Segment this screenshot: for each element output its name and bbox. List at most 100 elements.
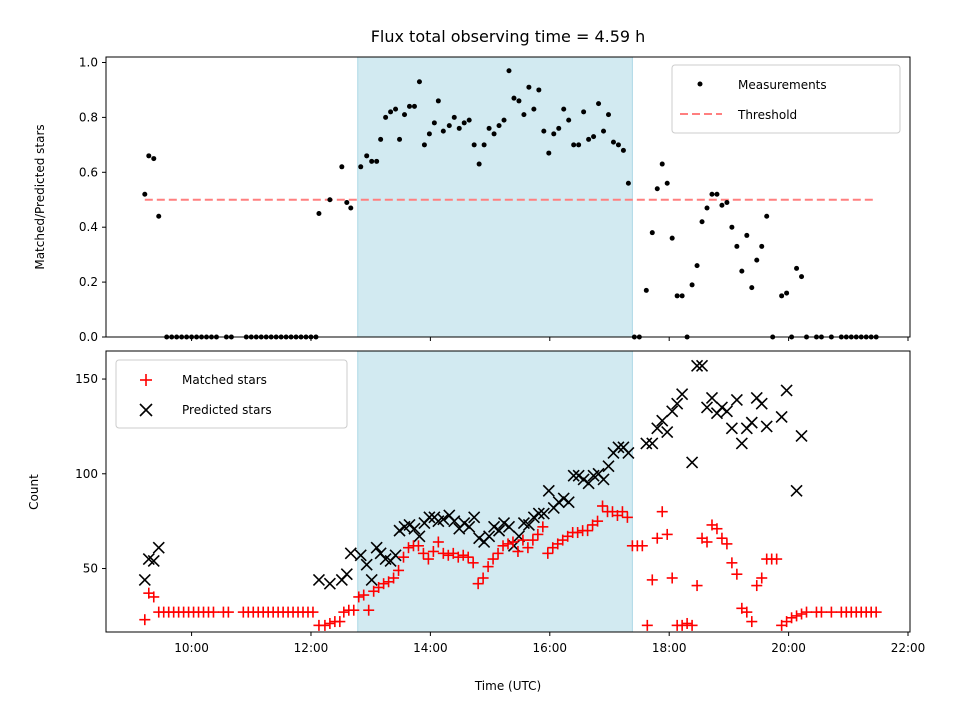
matched-star-point (527, 534, 539, 546)
predicted-star-point (755, 397, 768, 410)
measurement-point (799, 274, 805, 280)
measurement-point (501, 117, 507, 123)
predicted-star-point (408, 522, 421, 535)
measurement-point (486, 125, 492, 131)
y-tick-label: 0.8 (79, 110, 98, 124)
measurement-point (699, 219, 705, 225)
predicted-star-point (775, 410, 788, 424)
matched-star-point (791, 610, 803, 622)
matched-star-point (801, 606, 813, 618)
matched-star-point (686, 619, 698, 631)
matched-star-point (815, 606, 827, 618)
measurement-point (421, 142, 427, 148)
matched-star-point (487, 553, 499, 565)
matched-star-point (497, 540, 509, 552)
measurement-point (536, 87, 542, 93)
measurement-point (358, 164, 364, 170)
x-tick-label: 22:00 (891, 641, 926, 655)
matched-star-point (796, 608, 808, 620)
measurement-point (511, 95, 517, 101)
legend-predicted-label: Predicted stars (182, 403, 272, 417)
matched-star-point (621, 511, 633, 523)
measurement-point (146, 153, 152, 159)
measurement-point (659, 161, 665, 167)
predicted-star-point (488, 520, 501, 533)
measurement-point (576, 142, 582, 148)
measurement-point (566, 117, 572, 123)
x-tick-label: 12:00 (294, 641, 329, 655)
measurement-point (481, 142, 487, 148)
matched-star-point (676, 619, 688, 631)
measurement-point (581, 109, 587, 115)
predicted-star-point (423, 511, 436, 524)
measurement-point (369, 158, 375, 164)
measurement-point (674, 293, 680, 299)
matched-star-point (222, 606, 234, 618)
predicted-star-point (537, 507, 550, 520)
predicted-star-point (354, 549, 367, 562)
predicted-star-point (651, 422, 664, 435)
predicted-star-point (370, 541, 383, 554)
matched-star-point (402, 542, 414, 554)
predicted-star-point (527, 511, 540, 524)
predicted-star-point (612, 441, 625, 454)
matched-star-point (319, 619, 331, 631)
matched-star-point (462, 551, 474, 563)
predicted-star-point (597, 473, 610, 486)
legend-matched-label: Matched stars (182, 373, 267, 387)
predicted-star-point (705, 391, 719, 405)
predicted-star-point (403, 518, 416, 532)
y-tick-label: 150 (75, 372, 98, 386)
matched-star-point (646, 574, 658, 586)
predicted-star-point (686, 456, 699, 469)
predicted-star-point (393, 524, 406, 537)
matched-star-point (537, 521, 549, 533)
bottom-panel: 50 100 150 10:00 12:00 14:00 16:00 18:00 20:00 2… (27, 350, 925, 693)
measurement-point (744, 232, 750, 238)
measurement-point (327, 197, 333, 203)
x-axis-label: Time (UTC) (474, 679, 541, 693)
matched-star-point (482, 561, 494, 573)
matched-star-point (597, 500, 609, 512)
top-axes-frame (105, 56, 911, 338)
matched-star-point (756, 572, 768, 584)
measurement-point (664, 180, 670, 186)
legend-measurements-label: Measurements (738, 78, 827, 92)
measurement-point (754, 257, 760, 263)
matched-star-point (393, 564, 405, 576)
matched-star-point (442, 549, 454, 561)
x-tick-label: 10:00 (174, 641, 209, 655)
predicted-star-point (562, 496, 575, 509)
matched-star-point (572, 527, 584, 539)
measurement-point (649, 230, 655, 236)
matched-star-point (353, 591, 365, 603)
matched-star-point (532, 528, 544, 540)
top-x-ticks (191, 337, 909, 341)
measurement-point (411, 103, 417, 109)
measurement-point (794, 265, 800, 271)
matched-star-point (139, 614, 151, 626)
bottom-x-ticks: 10:00 12:00 14:00 16:00 18:00 20:00 22:00 (174, 632, 925, 655)
measurement-point (156, 213, 162, 219)
matched-star-point (771, 553, 783, 565)
matched-star-point (701, 536, 713, 548)
legend-predicted-marker (139, 403, 153, 417)
legend-threshold-label: Threshold (737, 108, 797, 122)
measurement-point (456, 125, 462, 131)
matched-star-point (338, 606, 350, 618)
predicted-star-point (463, 520, 476, 533)
measurement-point (461, 120, 467, 126)
predicted-star-point (483, 530, 496, 543)
measurement-point (734, 243, 740, 249)
y-tick-label: 50 (83, 562, 98, 576)
measurement-point (694, 263, 700, 269)
matched-star-point (751, 580, 763, 592)
measurement-point (586, 136, 592, 142)
predicted-star-point (745, 416, 758, 429)
matched-star-point (492, 547, 504, 559)
matched-star-point (437, 547, 449, 559)
matched-star-point (786, 612, 798, 624)
matched-star-point (378, 578, 390, 590)
top-y-ticks: 0.0 0.2 0.4 0.6 0.8 1.0 (79, 55, 106, 344)
matched-star-point (334, 616, 346, 628)
